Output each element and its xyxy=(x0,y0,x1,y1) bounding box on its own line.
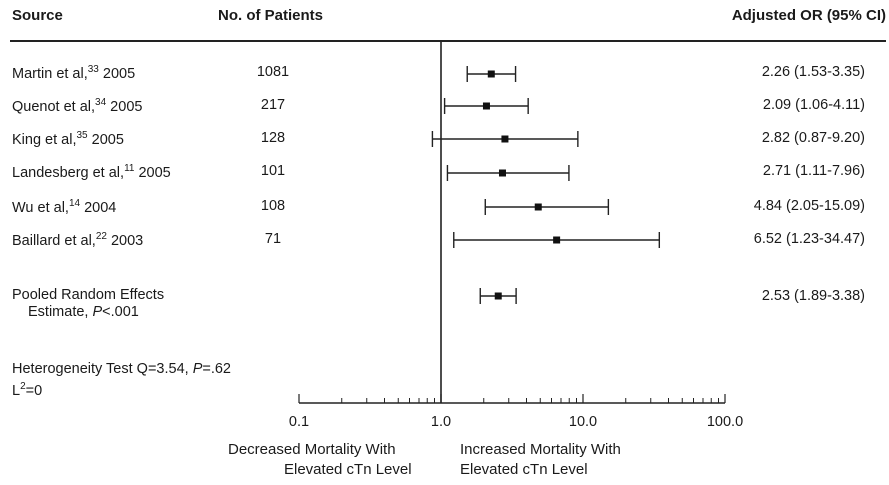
heterogeneity-note: Heterogeneity Test Q=3.54, P=.62 L2=0 xyxy=(12,361,231,400)
study-source: Quenot et al,34 2005 xyxy=(12,97,143,115)
point-estimate xyxy=(482,102,490,110)
study-patients: 128 xyxy=(260,130,286,146)
point-estimate-pooled xyxy=(494,292,502,300)
header-divider xyxy=(10,40,886,42)
pooled-label-line2: Estimate, P<.001 xyxy=(28,304,139,320)
study-source: Martin et al,33 2005 xyxy=(12,64,136,82)
x-tick-label: 0.1 xyxy=(289,414,309,430)
pooled-ci-text: 2.53 (1.89-3.38) xyxy=(761,288,865,304)
x-tick-label: 1.0 xyxy=(431,414,451,430)
study-patients: 108 xyxy=(260,198,286,214)
point-estimate xyxy=(498,169,506,177)
heterogeneity-line2: L2=0 xyxy=(12,381,43,399)
point-estimate xyxy=(553,236,561,244)
header-source: Source xyxy=(12,7,63,24)
study-patients: 217 xyxy=(260,97,286,113)
point-estimate xyxy=(501,135,509,143)
study-source: King et al,35 2005 xyxy=(12,130,124,148)
increased-mortality-label: Increased Mortality With Elevated cTn Le… xyxy=(460,441,621,478)
header-adjusted-or: Adjusted OR (95% CI) xyxy=(731,7,886,24)
header-patients: No. of Patients xyxy=(218,7,324,24)
study-patients: 71 xyxy=(264,231,282,247)
study-ci-text: 4.84 (2.05-15.09) xyxy=(753,198,865,214)
pooled-label-line1: Pooled Random Effects xyxy=(12,287,165,303)
study-ci-text: 2.26 (1.53-3.35) xyxy=(761,64,865,80)
study-ci-text: 6.52 (1.23-34.47) xyxy=(753,231,865,247)
point-estimate xyxy=(534,203,542,211)
pooled-label: Pooled Random Effects Estimate, P<.001 xyxy=(12,287,164,321)
study-source: Baillard et al,22 2003 xyxy=(12,231,144,249)
study-patients: 101 xyxy=(260,163,286,179)
x-tick-label: 100.0 xyxy=(707,414,743,430)
point-estimate xyxy=(487,70,495,78)
x-tick-label: 10.0 xyxy=(569,414,597,430)
heterogeneity-line1: Heterogeneity Test Q=3.54, P=.62 xyxy=(12,361,231,377)
study-source: Landesberg et al,11 2005 xyxy=(12,163,171,181)
study-ci-text: 2.09 (1.06-4.11) xyxy=(762,97,865,113)
study-patients: 1081 xyxy=(256,64,290,80)
study-ci-text: 2.71 (1.11-7.96) xyxy=(762,163,865,179)
decreased-mortality-label: Decreased Mortality With Elevated cTn Le… xyxy=(228,441,412,478)
study-ci-text: 2.82 (0.87-9.20) xyxy=(761,130,865,146)
study-source: Wu et al,14 2004 xyxy=(12,198,117,216)
